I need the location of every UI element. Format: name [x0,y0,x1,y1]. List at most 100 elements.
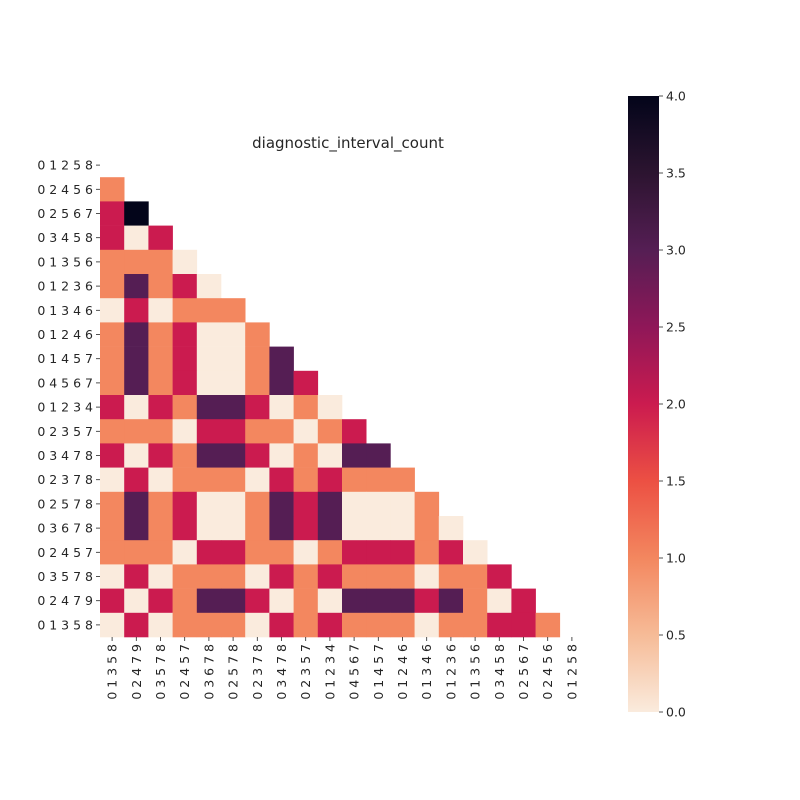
x-tick-label: 0 3 6 7 8 [201,644,216,700]
heatmap-cell [317,564,343,589]
heatmap-cell [414,612,440,638]
heatmap-cell [293,419,319,444]
heatmap-cell [100,177,125,202]
heatmap-cell [245,564,270,589]
x-tick-label: 0 4 5 6 7 [347,644,362,700]
heatmap-cell [124,564,149,589]
x-tick-label: 0 1 2 3 4 [322,644,337,700]
heatmap-cell [342,564,367,589]
heatmap-cell [124,443,149,468]
heatmap-cell [100,612,125,638]
colorbar-tick-label: 1.0 [666,551,686,566]
heatmap-cell [100,370,125,396]
heatmap-cell [100,467,125,493]
heatmap-cell [390,540,415,565]
heatmap-cell [438,540,464,565]
heatmap-cell [366,516,391,541]
heatmap-cell [342,491,367,517]
heatmap-cell [317,395,343,420]
heatmap-cell [100,395,125,420]
heatmap-cell [245,588,270,614]
x-tick-label: 0 1 3 4 6 [419,644,434,700]
heatmap-cell [245,491,270,517]
heatmap-cell [148,612,173,638]
heatmap-cell [366,491,391,517]
heatmap-cell [317,491,343,517]
x-tick-label: 0 3 4 5 8 [492,644,507,700]
y-tick-label: 0 2 4 7 9 [37,593,93,608]
heatmap-cell [487,612,512,638]
heatmap-cell [221,346,246,372]
x-tick-label: 0 2 5 7 8 [226,644,241,700]
heatmap-cell [221,370,246,396]
heatmap-cell [172,612,198,638]
heatmap-cell [366,467,391,493]
x-axis-ticks: 0 1 3 5 8 0 2 4 7 9 0 3 5 7 8 0 2 4 5 7 0 3 … [105,637,579,700]
heatmap-cell [463,612,488,638]
heatmap-cell [148,274,173,299]
heatmap-cell [172,395,198,420]
heatmap-cell [245,612,270,638]
heatmap-cell [221,516,246,541]
heatmap-cell [124,249,149,275]
heatmap-cell [172,443,198,468]
heatmap-cell [196,491,222,517]
y-tick-label: 0 3 4 7 8 [37,448,93,463]
heatmap-cell [245,346,270,372]
heatmap-cell [100,540,125,565]
heatmap-cell [100,274,125,299]
y-tick-label: 0 1 2 5 8 [37,158,93,173]
y-tick-label: 0 2 4 5 6 [37,182,93,197]
heatmap-cell [293,564,319,589]
colorbar-tick-label: 3.0 [666,243,686,258]
heatmap-cell [221,564,246,589]
heatmap-cell [172,322,198,347]
chart-title: diagnostic_interval_count [252,134,444,153]
heatmap-cell [100,564,125,589]
x-tick-label: 0 2 3 7 8 [250,644,265,700]
y-tick-label: 0 2 4 5 7 [37,545,93,560]
heatmap-cell [293,491,319,517]
heatmap-cell [124,274,149,299]
heatmap-cell [172,516,198,541]
heatmap-cell [245,443,270,468]
heatmap-cell [317,419,343,444]
heatmap-cell [342,443,367,468]
heatmap-cell [245,516,270,541]
y-tick-label: 0 1 3 5 6 [37,254,93,269]
heatmap-cell [172,249,198,275]
x-tick-label: 0 1 4 5 7 [371,644,386,700]
heatmap-cell [245,322,270,347]
heatmap-cell [148,564,173,589]
heatmap-cell [100,249,125,275]
heatmap-cell [100,588,125,614]
heatmap-cell [463,540,488,565]
y-tick-label: 0 2 3 7 8 [37,472,93,487]
heatmap-cell [196,274,222,299]
heatmap-cell [100,516,125,541]
heatmap-cell [221,612,246,638]
heatmap-cell [196,322,222,347]
heatmap-cell [293,443,319,468]
heatmap-cell [390,564,415,589]
heatmap-cell [342,588,367,614]
y-tick-label: 0 1 3 5 8 [37,617,93,632]
heatmap-cell [124,298,149,323]
heatmap-cell [148,249,173,275]
x-tick-label: 0 1 3 5 6 [468,644,483,700]
heatmap-cell [124,516,149,541]
heatmap-cell [172,491,198,517]
y-tick-label: 0 3 6 7 8 [37,521,93,536]
heatmap-cell [269,516,294,541]
heatmap-cell [390,516,415,541]
heatmap-cell [172,346,198,372]
heatmap-cell [124,322,149,347]
heatmap-cell [366,588,391,614]
heatmap-cell [196,467,222,493]
heatmap-cell [414,540,440,565]
y-tick-label: 0 2 5 6 7 [37,206,93,221]
heatmap-cell [414,516,440,541]
x-tick-label: 0 2 3 5 7 [298,644,313,700]
x-tick-label: 0 1 2 5 8 [564,644,579,700]
colorbar-tick-label: 1.5 [666,474,686,489]
